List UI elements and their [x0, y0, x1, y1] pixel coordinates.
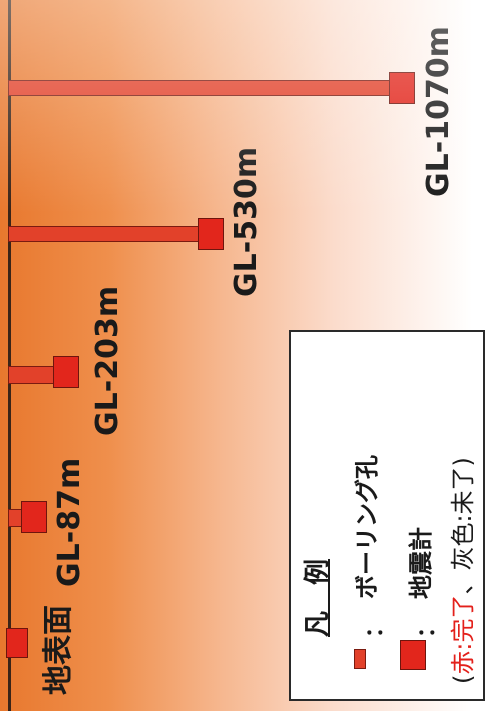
label-surface: 地表面 — [41, 605, 76, 695]
label-gl203: GL-203m — [90, 285, 125, 436]
legend-title: 凡 例 — [303, 558, 333, 637]
legend-colon-seismometer: ： — [415, 615, 440, 638]
legend-status-note: (赤:完了、灰色:未了) — [449, 457, 477, 684]
ground-line — [8, 0, 11, 711]
label-gl1070: GL-1070m — [421, 26, 456, 197]
label-gl530: GL-530m — [229, 146, 264, 297]
legend-borehole-swatch — [354, 649, 366, 669]
legend-seismometer-swatch — [400, 640, 426, 670]
legend-borehole-label: ボーリング孔 — [353, 455, 381, 599]
legend-box: 凡 例 ： ボーリング孔 ： 地震計 (赤:完了、灰色:未了) — [289, 330, 485, 701]
borehole-530 — [8, 226, 202, 242]
legend-status-close: ) — [449, 457, 477, 467]
seismometer-530 — [198, 218, 224, 250]
seismometer-203 — [53, 356, 79, 388]
seismometer-87 — [21, 501, 47, 533]
label-gl87: GL-87m — [52, 457, 87, 587]
borehole-203 — [8, 366, 58, 384]
legend-status-sep: 、 — [449, 570, 477, 595]
seismometer-surface — [6, 628, 28, 658]
seismometer-1070 — [389, 72, 415, 104]
legend-seismometer-label: 地震計 — [407, 527, 435, 599]
legend-status-open: ( — [449, 674, 477, 684]
legend-status-gray: 灰色:未了 — [449, 466, 477, 571]
legend-status-red: 赤:完了 — [449, 594, 477, 675]
borehole-1070 — [8, 80, 392, 96]
legend-colon-borehole: ： — [363, 615, 388, 638]
